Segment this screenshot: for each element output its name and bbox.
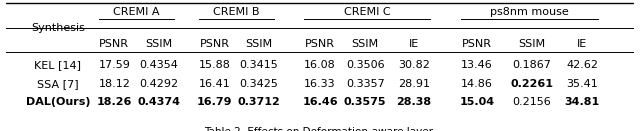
Text: 17.59: 17.59 xyxy=(99,60,130,70)
Text: ps8nm mouse: ps8nm mouse xyxy=(490,7,569,17)
Text: 16.41: 16.41 xyxy=(199,79,230,89)
Text: 18.12: 18.12 xyxy=(99,79,130,89)
Text: SSIM: SSIM xyxy=(351,39,379,49)
Text: SSIM: SSIM xyxy=(145,39,172,49)
Text: PSNR: PSNR xyxy=(305,39,335,49)
Text: 28.38: 28.38 xyxy=(397,97,431,107)
Text: 16.33: 16.33 xyxy=(304,79,336,89)
Text: 0.3575: 0.3575 xyxy=(344,97,387,107)
Text: SSIM: SSIM xyxy=(518,39,545,49)
Text: 16.79: 16.79 xyxy=(197,97,232,107)
Text: 0.3415: 0.3415 xyxy=(239,60,278,70)
Text: 15.04: 15.04 xyxy=(460,97,494,107)
Text: IE: IE xyxy=(577,39,588,49)
Text: 0.2156: 0.2156 xyxy=(513,97,552,107)
Text: 0.4374: 0.4374 xyxy=(138,97,180,107)
Text: 0.3357: 0.3357 xyxy=(346,79,385,89)
Text: CREMI B: CREMI B xyxy=(213,7,260,17)
Text: 14.86: 14.86 xyxy=(461,79,493,89)
Text: 0.4292: 0.4292 xyxy=(140,79,179,89)
Text: 18.26: 18.26 xyxy=(97,97,132,107)
Text: Table 2. Effects on Deformation-aware layer.: Table 2. Effects on Deformation-aware la… xyxy=(204,127,436,131)
Text: 0.4354: 0.4354 xyxy=(140,60,179,70)
Text: 0.3712: 0.3712 xyxy=(237,97,280,107)
Text: KEL [14]: KEL [14] xyxy=(35,60,81,70)
Text: 15.88: 15.88 xyxy=(198,60,230,70)
Text: 0.2261: 0.2261 xyxy=(511,79,554,89)
Text: PSNR: PSNR xyxy=(200,39,230,49)
Text: Synthesis: Synthesis xyxy=(31,23,84,33)
Text: CREMI A: CREMI A xyxy=(113,7,160,17)
Text: PSNR: PSNR xyxy=(99,39,129,49)
Text: 28.91: 28.91 xyxy=(398,79,430,89)
Text: PSNR: PSNR xyxy=(462,39,492,49)
Text: 30.82: 30.82 xyxy=(398,60,430,70)
Text: 16.46: 16.46 xyxy=(302,97,338,107)
Text: 0.3506: 0.3506 xyxy=(346,60,385,70)
Text: 35.41: 35.41 xyxy=(566,79,598,89)
Text: 16.08: 16.08 xyxy=(304,60,336,70)
Text: SSA [7]: SSA [7] xyxy=(37,79,79,89)
Text: 13.46: 13.46 xyxy=(461,60,493,70)
Text: 0.1867: 0.1867 xyxy=(513,60,552,70)
Text: CREMI C: CREMI C xyxy=(344,7,390,17)
Text: 0.3425: 0.3425 xyxy=(239,79,278,89)
Text: SSIM: SSIM xyxy=(245,39,272,49)
Text: DAL(Ours): DAL(Ours) xyxy=(26,97,90,107)
Text: 42.62: 42.62 xyxy=(566,60,598,70)
Text: 34.81: 34.81 xyxy=(564,97,600,107)
Text: IE: IE xyxy=(409,39,419,49)
